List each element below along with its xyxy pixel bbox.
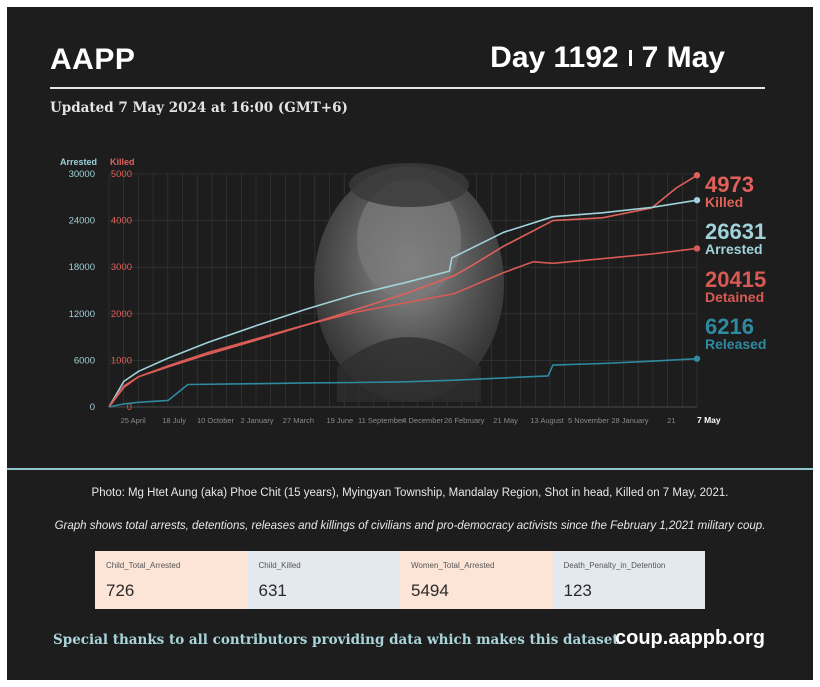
footer-url[interactable]: coup.aappb.org: [615, 627, 765, 649]
kpi-value: 631: [258, 581, 287, 600]
x-tick: 21: [667, 416, 675, 425]
footer-thanks: Special thanks to all contributors provi…: [53, 632, 624, 648]
x-tick: 26 February: [444, 416, 485, 425]
end-name-arrested: Arrested: [705, 241, 763, 257]
x-tick: 13 August: [530, 416, 564, 425]
y-tick-right: 0: [127, 402, 132, 413]
kpi-label: Child_Killed: [258, 561, 301, 570]
day-separator: [628, 50, 632, 66]
y-tick-left: 18000: [69, 262, 95, 273]
chart-area: 30000 5000 24000 4000 18000 3000 12000 2000 6000…: [60, 157, 766, 425]
y-axis-label-left: Arrested: [60, 157, 97, 167]
x-tick: 27 March: [283, 416, 314, 425]
x-tick: 18 July: [162, 416, 186, 425]
kpi-label: Death_Penalty_in_Detention: [563, 561, 666, 570]
x-tick: 7 May: [697, 415, 721, 425]
end-value-arrested: 26631: [705, 219, 766, 244]
kpi-label: Child_Total_Arrested: [106, 561, 181, 570]
series-line-released: [108, 357, 698, 408]
kpi-value: 5494: [411, 581, 449, 600]
victim-photo: [314, 163, 504, 402]
y-tick-right: 1000: [111, 355, 132, 366]
end-name-detained: Detained: [705, 289, 764, 305]
series-lines: [108, 172, 701, 408]
graph-note: Graph shows total arrests, detentions, r…: [54, 520, 766, 532]
series-line-detained: [108, 247, 698, 408]
y-tick-right: 5000: [111, 169, 132, 180]
y-tick-left: 30000: [69, 169, 95, 180]
y-tick-left: 0: [90, 402, 95, 413]
x-tick: 21 May: [493, 416, 518, 425]
date-label: 7 May: [641, 41, 725, 74]
y-tick-right: 3000: [111, 262, 132, 273]
series-end-dot-detained: [693, 245, 701, 252]
x-tick: 28 January: [611, 416, 648, 425]
x-tick: 11 September: [358, 416, 405, 425]
end-value-killed: 4973: [705, 172, 754, 197]
kpi-card-child-total-arrested: Child_Total_Arrested 726: [95, 551, 248, 609]
end-name-released: Released: [705, 336, 766, 352]
y-tick-right: 2000: [111, 309, 132, 320]
photo-caption: Photo: Mg Htet Aung (aka) Phoe Chit (15 …: [91, 487, 729, 499]
kpi-label: Women_Total_Arrested: [411, 561, 495, 570]
section-divider: [7, 468, 813, 470]
kpi-value: 726: [106, 581, 135, 600]
kpi-value: 123: [563, 581, 592, 600]
y-tick-right: 4000: [111, 216, 132, 227]
y-tick-left: 24000: [69, 216, 95, 227]
kpi-row: Child_Total_Arrested 726 Child_Killed 63…: [95, 551, 705, 609]
kpi-card-death-penalty: Death_Penalty_in_Detention 123: [552, 551, 705, 609]
end-value-detained: 20415: [705, 267, 766, 292]
end-value-released: 6216: [705, 314, 754, 339]
series-end-dot-killed: [693, 172, 701, 179]
axes: 30000 5000 24000 4000 18000 3000 12000 2000 6000…: [60, 157, 721, 425]
series-end-dot-arrested: [693, 196, 701, 204]
y-axis-label-right: Killed: [110, 157, 135, 167]
day-counter: Day 1192 7 May: [490, 41, 725, 75]
series-line-arrested: [108, 199, 698, 408]
day-label: Day 1192: [490, 41, 619, 74]
series-end-dot-released: [693, 355, 701, 362]
y-tick-left: 6000: [74, 355, 95, 366]
y-tick-left: 12000: [69, 309, 95, 320]
title-divider: [50, 87, 765, 89]
x-tick: 19 June: [327, 416, 354, 425]
x-tick: 5 November: [568, 416, 609, 425]
kpi-card-child-killed: Child_Killed 631: [247, 551, 400, 609]
org-title: AAPP: [50, 43, 136, 76]
x-tick: 4 December: [402, 416, 443, 425]
x-tick: 2 January: [241, 416, 274, 425]
x-tick: 25 April: [121, 416, 146, 425]
updated-timestamp: Updated 7 May 2024 at 16:00 (GMT+6): [50, 100, 348, 116]
end-name-killed: Killed: [705, 194, 743, 210]
x-tick: 10 October: [197, 416, 235, 425]
kpi-card-women-total-arrested: Women_Total_Arrested 5494: [400, 551, 553, 609]
infographic-panel: AAPP Day 1192 7 May Updated 7 May 2024 at…: [7, 7, 813, 680]
